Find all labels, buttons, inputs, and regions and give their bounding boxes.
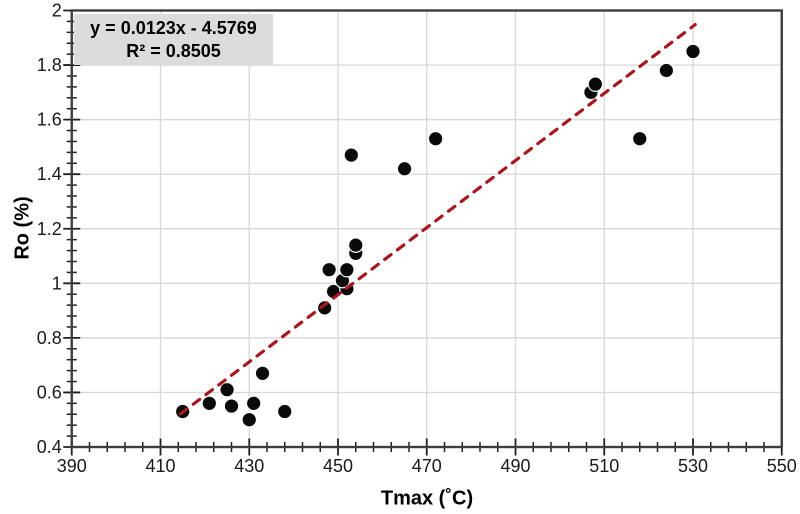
y-tick-label: 1.6: [37, 110, 62, 130]
y-tick-label: 1.8: [37, 55, 62, 75]
data-point: [276, 403, 293, 420]
data-point: [685, 43, 701, 60]
x-tick-label: 430: [234, 456, 264, 476]
y-axis-title: Ro (%): [11, 196, 34, 260]
y-tick-label: 0.4: [37, 437, 62, 457]
data-point: [245, 395, 262, 412]
x-tick-label: 410: [145, 456, 175, 476]
trendline-equation-box: y = 0.0123x - 4.5769 R² = 0.8505: [74, 14, 273, 65]
x-tick-label: 490: [500, 456, 530, 476]
y-tick-label: 1.4: [37, 164, 62, 184]
x-tick-label: 470: [412, 456, 442, 476]
x-tick-label: 510: [589, 456, 619, 476]
trend-line: [178, 23, 697, 416]
x-tick-label: 530: [678, 456, 708, 476]
data-point: [321, 261, 337, 278]
trendline-r-squared: R² = 0.8505: [126, 40, 221, 61]
data-point: [219, 381, 235, 398]
data-point: [316, 300, 333, 316]
data-point: [223, 398, 240, 414]
data-point: [241, 411, 258, 428]
trendline-equation: y = 0.0123x - 4.5769: [90, 17, 257, 38]
y-tick-label: 2: [52, 1, 62, 21]
data-point: [587, 76, 604, 92]
data-point: [427, 130, 444, 147]
x-tick-label: 450: [323, 456, 353, 476]
data-point: [631, 130, 648, 147]
data-point: [347, 237, 364, 253]
y-tick-label: 1: [52, 273, 62, 293]
x-tick-label: 390: [57, 456, 87, 476]
data-point: [658, 62, 675, 79]
data-point: [201, 395, 218, 412]
plot-border: [70, 9, 783, 449]
x-tick-label: 550: [767, 456, 797, 476]
data-point: [339, 261, 355, 278]
data-point: [396, 160, 413, 177]
y-tick-label: 0.8: [37, 328, 62, 348]
y-tick-label: 0.6: [37, 382, 62, 402]
y-tick-label: 1.2: [37, 219, 62, 239]
data-point: [343, 147, 360, 163]
data-point: [254, 365, 271, 382]
x-axis-title: Tmax (˚C): [380, 487, 474, 510]
